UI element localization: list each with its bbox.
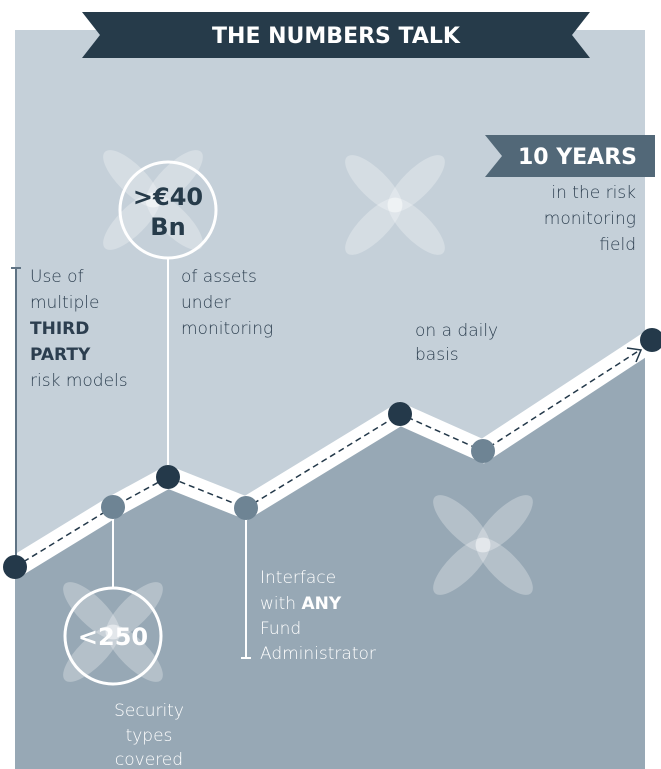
figure: <250 [78, 623, 148, 651]
callout-text: THIRD [30, 319, 89, 339]
callout-text: monitoring [544, 209, 636, 229]
dot [388, 402, 412, 426]
callout-text: basis [415, 345, 459, 365]
header-title: THE NUMBERS TALK [212, 24, 461, 49]
callout-text: on a daily [415, 321, 498, 341]
dot [234, 496, 258, 520]
callout-text: Administrator [260, 644, 376, 664]
callout-text: Security [114, 701, 184, 721]
callout-text: of assets [181, 267, 257, 287]
callout-text: with ANY [260, 594, 342, 614]
callout-text: monitoring [181, 319, 273, 339]
figure: >€40 [133, 183, 203, 211]
callout-text: Use of [30, 267, 84, 287]
callout-text: covered [115, 750, 183, 769]
figure: Bn [150, 213, 185, 241]
callout-text: under [181, 293, 231, 313]
callout-text: types [126, 726, 173, 746]
dot [3, 555, 27, 579]
dot [471, 439, 495, 463]
callout-text-bold: ANY [301, 594, 341, 614]
infographic: THE NUMBERS TALK >€40 Bn of assets under… [0, 0, 661, 769]
badge-text: 10 YEARS [518, 145, 637, 170]
callout-text: Fund [260, 619, 301, 639]
callout-text: Interface [260, 568, 336, 588]
dot [156, 465, 180, 489]
callout-text: multiple [30, 293, 99, 313]
dot [101, 495, 125, 519]
callout-text: with [260, 594, 301, 614]
callout-text: risk models [30, 371, 128, 391]
callout-text: in the risk [551, 183, 636, 203]
callout-text: field [599, 235, 636, 255]
callout-text: PARTY [30, 345, 91, 365]
